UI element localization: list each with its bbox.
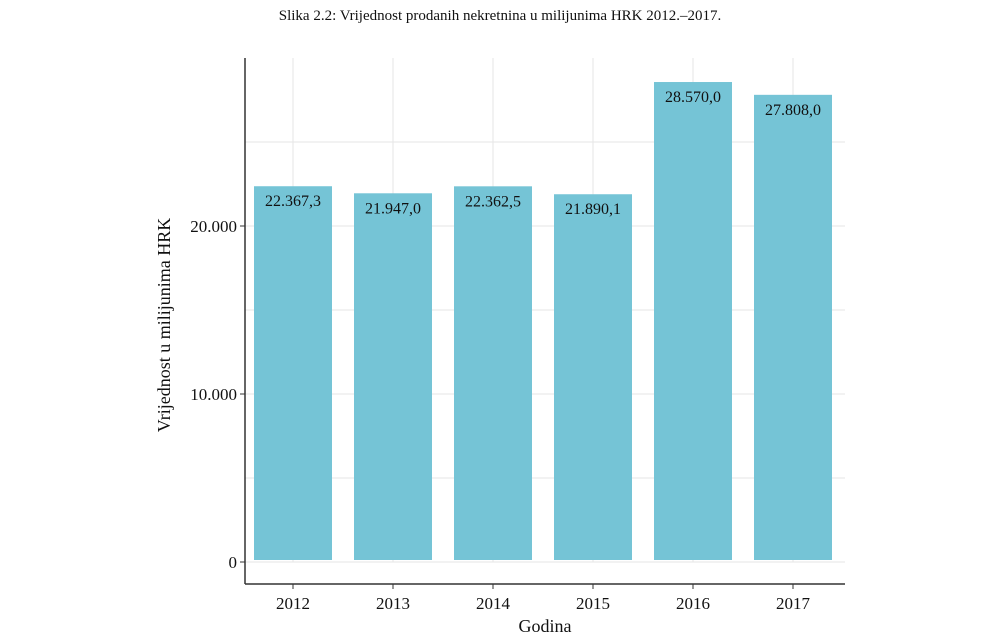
data-label-2017: 27.808,0 xyxy=(765,102,821,119)
y-tick-label: 20.000 xyxy=(190,217,237,236)
data-label-2014: 22.362,5 xyxy=(465,193,521,210)
chart-title: Slika 2.2: Vrijednost prodanih nekretnin… xyxy=(278,8,722,24)
x-tick-label-2012: 2012 xyxy=(276,594,310,613)
y-tick-label: 10.000 xyxy=(190,385,237,404)
x-tick-label-2017: 2017 xyxy=(776,594,811,613)
axes xyxy=(240,58,845,589)
bar-2013 xyxy=(354,193,432,560)
bar-2015 xyxy=(554,194,632,560)
x-tick-label-2013: 2013 xyxy=(376,594,410,613)
data-label-2013: 21.947,0 xyxy=(365,200,421,217)
y-axis-label: Vrijednost u milijunima HRK xyxy=(154,218,174,432)
bar-2014 xyxy=(454,186,532,560)
data-label-2015: 21.890,1 xyxy=(565,201,621,218)
bars xyxy=(254,82,832,561)
data-label-2016: 28.570,0 xyxy=(665,89,721,106)
data-labels: 22.367,3 21.947,0 22.362,5 21.890,1 28.570,0… xyxy=(265,89,821,218)
bar-2017 xyxy=(754,94,832,561)
y-tick-label: 0 xyxy=(229,553,238,572)
bar-2012 xyxy=(254,186,332,560)
tick-labels: 0 10.000 20.000 2012 2013 2014 2015 2016 2017 xyxy=(190,217,810,613)
x-tick-label-2014: 2014 xyxy=(476,594,511,613)
data-label-2012: 22.367,3 xyxy=(265,193,321,210)
bar-2016 xyxy=(654,82,732,561)
x-tick-label-2015: 2015 xyxy=(576,594,610,613)
x-tick-label-2016: 2016 xyxy=(676,594,710,613)
x-axis-label: Godina xyxy=(519,616,572,636)
